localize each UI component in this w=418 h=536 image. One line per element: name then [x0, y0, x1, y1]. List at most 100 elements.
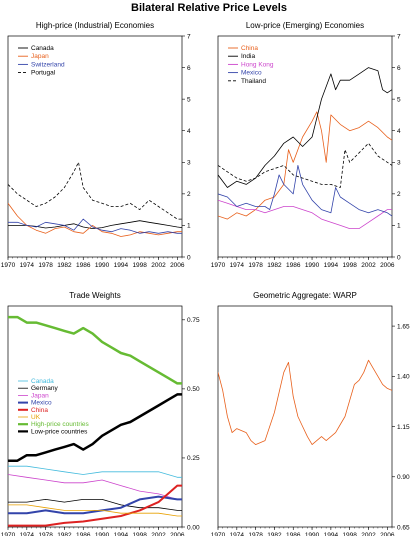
- x-tick-label: 1978: [38, 262, 53, 269]
- x-tick-label: 2006: [170, 262, 185, 269]
- y-tick-label: 1.65: [397, 323, 410, 330]
- series-line-mexico: [218, 164, 392, 217]
- legend-label: China: [31, 407, 48, 414]
- panel-title: Trade Weights: [69, 291, 121, 300]
- legend-label: China: [241, 45, 258, 52]
- x-tick-label: 1978: [248, 262, 263, 269]
- y-tick-label: 4: [397, 128, 401, 135]
- y-tick-label: 3: [397, 160, 401, 167]
- x-tick-label: 1998: [132, 262, 147, 269]
- y-tick-label: 6: [187, 65, 191, 72]
- series-line-thailand: [218, 142, 392, 188]
- x-tick-label: 1970: [1, 262, 16, 269]
- y-tick-label: 5: [187, 96, 191, 103]
- series-line-hong-kong: [218, 199, 392, 230]
- plot-frame: [7, 35, 183, 258]
- page-title: Bilateral Relative Price Levels: [131, 2, 287, 14]
- x-tick-label: 1970: [211, 262, 226, 269]
- panel-warp: Geometric Aggregate: WARP 1970 1974 1978 19…: [211, 291, 410, 536]
- x-tick-label: 1994: [324, 262, 339, 269]
- legend-label: Japan: [31, 53, 49, 60]
- x-tick-label: 1974: [20, 532, 35, 536]
- y-tick-label: 0.25: [187, 455, 200, 462]
- legend-label: High-price countries: [31, 421, 90, 428]
- x-tick-label: 1982: [57, 532, 72, 536]
- y-tick-label: 1.40: [397, 374, 410, 381]
- x-tick-label: 1986: [76, 532, 91, 536]
- series-line-low-price-countries: [8, 393, 182, 462]
- panel-trade-weights: Trade Weights 1970 1974 1978 1982 1986 1990 19…: [1, 291, 200, 536]
- legend-label: Japan: [31, 392, 49, 399]
- legend-label: Portugal: [31, 70, 56, 77]
- y-tick-label: 1: [397, 223, 401, 230]
- panel-title: High-price (Industrial) Economies: [36, 21, 154, 30]
- panel-title: Low-price (Emerging) Economies: [246, 21, 364, 30]
- x-tick-label: 1970: [1, 532, 16, 536]
- x-tick-label: 1986: [76, 262, 91, 269]
- x-tick-label: 1982: [57, 262, 72, 269]
- y-tick-label: 2: [187, 191, 191, 198]
- x-tick-label: 1978: [38, 532, 53, 536]
- legend-label: Switzerland: [31, 61, 65, 68]
- legend-label: Low-price countries: [31, 428, 88, 435]
- y-tick-label: 0: [397, 254, 401, 261]
- x-tick-label: 2006: [170, 532, 185, 536]
- series-line-japan: [8, 474, 182, 500]
- series-line-high-price-countries: [8, 315, 182, 385]
- series-line-india: [218, 67, 392, 188]
- x-tick-label: 1994: [114, 262, 129, 269]
- y-tick-label: 0: [187, 254, 191, 261]
- x-tick-label: 1982: [267, 532, 282, 536]
- x-tick-label: 1990: [305, 532, 320, 536]
- plot-frame: [217, 305, 393, 528]
- series-line-canada: [8, 465, 182, 478]
- legend-label: Thailand: [241, 78, 266, 85]
- x-tick-label: 1970: [211, 532, 226, 536]
- panel-high-price: High-price (Industrial) Economies 1970 19…: [1, 21, 191, 269]
- y-tick-label: 2: [397, 191, 401, 198]
- series-line-portugal: [8, 161, 182, 220]
- y-tick-label: 0.50: [187, 386, 200, 393]
- legend-label: Germany: [31, 385, 58, 392]
- y-tick-label: 0.75: [187, 317, 200, 324]
- y-tick-label: 1: [187, 223, 191, 230]
- x-tick-label: 1998: [132, 532, 147, 536]
- y-tick-label: 5: [397, 96, 401, 103]
- series-line-switzerland: [8, 218, 182, 234]
- x-tick-label: 1974: [230, 262, 245, 269]
- x-tick-label: 1990: [95, 532, 110, 536]
- x-tick-label: 1990: [305, 262, 320, 269]
- y-tick-label: 7: [187, 33, 191, 40]
- panel-low-price: Low-price (Emerging) Economies 1970 1974 1…: [211, 21, 401, 269]
- y-tick-label: 0.90: [397, 474, 410, 481]
- series-line-uk: [8, 504, 182, 517]
- x-tick-label: 2006: [380, 532, 395, 536]
- series-line-germany: [8, 498, 182, 511]
- x-tick-label: 2002: [361, 262, 376, 269]
- y-tick-label: 3: [187, 160, 191, 167]
- y-tick-label: 4: [187, 128, 191, 135]
- legend-label: Mexico: [31, 400, 52, 407]
- series-line-china: [8, 484, 182, 527]
- legend-label: Canada: [31, 45, 54, 52]
- x-tick-label: 1990: [95, 262, 110, 269]
- x-tick-label: 1978: [248, 532, 263, 536]
- x-tick-label: 2002: [151, 262, 166, 269]
- plot-frame: [7, 305, 183, 528]
- x-tick-label: 1986: [286, 262, 301, 269]
- legend-label: Canada: [31, 378, 54, 385]
- legend-label: UK: [31, 414, 41, 421]
- series-line-china: [218, 111, 392, 220]
- series-line-japan: [8, 203, 182, 237]
- legend-label: Hong Kong: [241, 61, 274, 68]
- x-tick-label: 1982: [267, 262, 282, 269]
- y-tick-label: 0.65: [397, 524, 410, 531]
- x-tick-label: 1994: [114, 532, 129, 536]
- x-tick-label: 1974: [230, 532, 245, 536]
- x-tick-label: 1974: [20, 262, 35, 269]
- y-tick-label: 0.00: [187, 524, 200, 531]
- x-tick-label: 2006: [380, 262, 395, 269]
- x-tick-label: 1998: [342, 532, 357, 536]
- legend-label: Mexico: [241, 70, 262, 77]
